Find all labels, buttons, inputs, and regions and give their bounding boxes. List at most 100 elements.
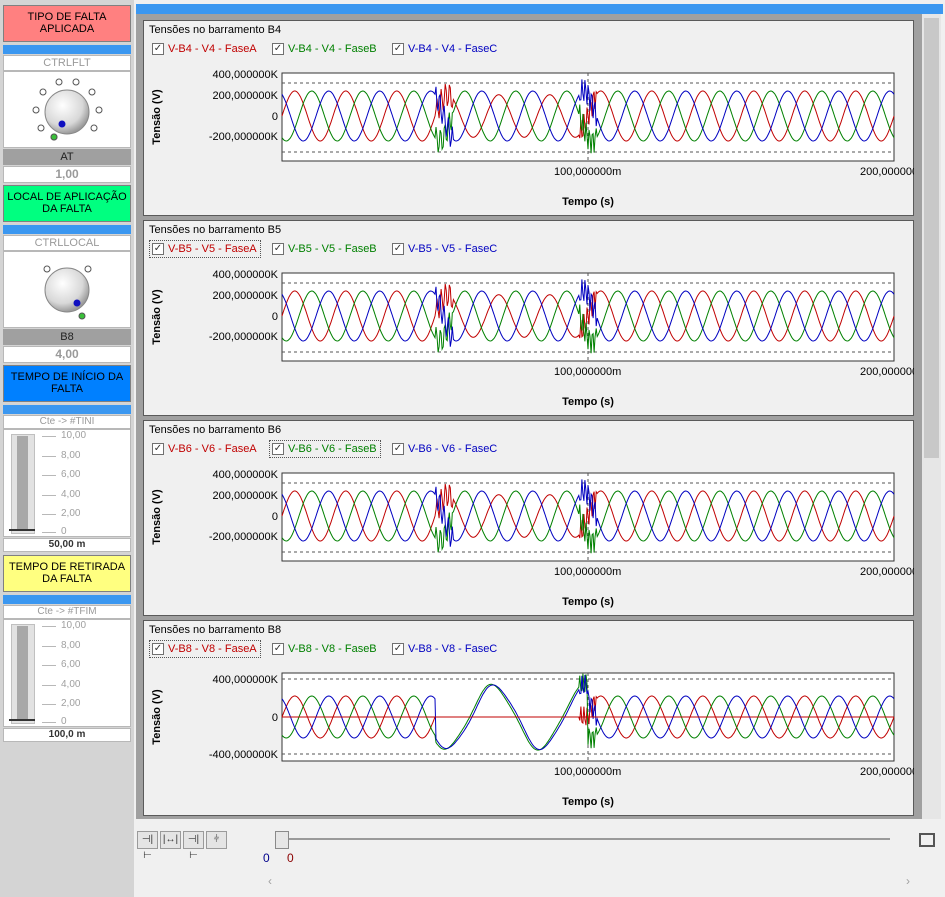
legend-checkbox[interactable]: ✓ <box>392 243 404 255</box>
legend-label: V-B8 - V8 - FaseB <box>288 643 377 655</box>
ctrlflt-knob-box <box>3 71 131 148</box>
tini-tick: 10,00 <box>61 430 87 441</box>
y-tick-label: 400,000000K <box>213 69 279 81</box>
window-toggle-icon[interactable] <box>919 833 935 847</box>
y-axis-label: Tensão (V) <box>151 689 163 745</box>
y-tick-label: 0 <box>272 511 278 523</box>
tfim-tick: 0 <box>61 716 67 727</box>
tfim-tick: 6,00 <box>61 659 81 670</box>
y-tick-label: 0 <box>272 311 278 323</box>
legend-item[interactable]: ✓ V-B5 - V5 - FaseB <box>269 240 381 258</box>
plot-panel: Tensões no barramento B6 ✓ V-B6 - V6 - Fas… <box>143 420 914 616</box>
ctrlflt-knob-icon[interactable] <box>4 72 130 147</box>
plots-container: Tensões no barramento B4 ✓ V-B4 - V4 - Fas… <box>136 14 922 819</box>
legend-item[interactable]: ✓ V-B4 - V4 - FaseB <box>269 40 381 58</box>
tfim-slider[interactable]: 10,00 8,00 6,00 4,00 2,00 0 <box>3 619 131 727</box>
fault-location-button[interactable]: LOCAL DE APLICAÇÃO DA FALTA <box>3 185 131 222</box>
voltage-plot[interactable]: 400,000000K 0 -400,000000K 100,000000m 200,0… <box>144 621 914 815</box>
legend-checkbox[interactable]: ✓ <box>392 643 404 655</box>
voltage-plot[interactable]: 400,000000K 200,000000K 0 -200,000000K 100,0… <box>144 21 914 215</box>
series-line <box>281 674 895 751</box>
fault-end-button[interactable]: TEMPO DE RETIRADA DA FALTA <box>3 555 131 592</box>
legend-checkbox[interactable]: ✓ <box>152 443 164 455</box>
tini-tick: 0 <box>61 526 67 537</box>
zoom-out-x-button[interactable]: ⊣|⊢ <box>183 831 204 861</box>
voltage-plot[interactable]: 400,000000K 200,000000K 0 -200,000000K 100,0… <box>144 221 914 415</box>
fault-start-button[interactable]: TEMPO DE INÍCIO DA FALTA <box>3 365 131 402</box>
tini-slider-handle[interactable] <box>9 529 35 531</box>
voltage-plot[interactable]: 400,000000K 200,000000K 0 -200,000000K 100,0… <box>144 421 914 615</box>
legend-item[interactable]: ✓ V-B6 - V6 - FaseC <box>389 440 501 458</box>
legend-item[interactable]: ✓ V-B6 - V6 - FaseB <box>269 440 381 458</box>
tfim-title: Cte -> #TFIM <box>3 605 131 619</box>
legend-item[interactable]: ✓ V-B5 - V5 - FaseC <box>389 240 501 258</box>
plot-panel: Tensões no barramento B8 ✓ V-B8 - V8 - Fas… <box>143 620 914 816</box>
legend-checkbox[interactable]: ✓ <box>272 643 284 655</box>
scroll-right-icon[interactable]: › <box>906 874 910 888</box>
fault-start-bar <box>3 405 131 414</box>
series-line <box>281 283 895 342</box>
legend-label: V-B4 - V4 - FaseA <box>168 43 257 55</box>
legend-item[interactable]: ✓ V-B8 - V8 - FaseC <box>389 640 501 658</box>
tfim-value: 100,0 m <box>3 728 131 742</box>
series-line <box>281 673 895 751</box>
y-tick-label: 200,000000K <box>213 90 279 102</box>
legend-label: V-B6 - V6 - FaseC <box>408 443 498 455</box>
zoom-x-button[interactable]: ⊣|⊢ <box>137 831 158 861</box>
scroll-left-icon[interactable]: ‹ <box>268 874 272 888</box>
fault-type-bar <box>3 45 131 54</box>
y-tick-label: 400,000000K <box>213 269 279 281</box>
y-tick-label: 0 <box>272 111 278 123</box>
series-line <box>281 79 895 147</box>
tfim-slider-handle[interactable] <box>9 719 35 721</box>
legend-checkbox[interactable]: ✓ <box>272 243 284 255</box>
y-axis-label: Tensão (V) <box>151 89 163 145</box>
time-slider-thumb[interactable] <box>275 831 289 849</box>
x-tick-label: 100,000000m <box>554 366 621 378</box>
y-tick-label: 0 <box>272 712 278 724</box>
tini-tick: 4,00 <box>61 489 81 500</box>
legend-item[interactable]: ✓ V-B5 - V5 - FaseA <box>149 240 261 258</box>
x-tick-label: 200,000000m <box>860 766 914 778</box>
tini-title: Cte -> #TINI <box>3 415 131 429</box>
legend-checkbox[interactable]: ✓ <box>152 243 164 255</box>
legend-checkbox[interactable]: ✓ <box>392 43 404 55</box>
tini-value: 50,00 m <box>3 538 131 552</box>
tini-slider[interactable]: 10,00 8,00 6,00 4,00 2,00 0 <box>3 429 131 537</box>
y-tick-label: 200,000000K <box>213 290 279 302</box>
legend-label: V-B5 - V5 - FaseC <box>408 243 498 255</box>
cursor-button[interactable]: ⫩ <box>206 831 227 849</box>
slider-left-value: 0 <box>263 851 270 865</box>
tini-slider-fill <box>17 436 28 530</box>
legend-checkbox[interactable]: ✓ <box>152 43 164 55</box>
legend-item[interactable]: ✓ V-B4 - V4 - FaseC <box>389 40 501 58</box>
legend-checkbox[interactable]: ✓ <box>272 443 284 455</box>
top-accent-bar <box>136 4 943 14</box>
legend-checkbox[interactable]: ✓ <box>392 443 404 455</box>
x-axis-label: Tempo (s) <box>562 596 614 608</box>
y-tick-label: 400,000000K <box>213 469 279 481</box>
tfim-tick: 4,00 <box>61 679 81 690</box>
ctrllocal-title: CTRLLOCAL <box>3 235 131 251</box>
legend-label: V-B8 - V8 - FaseC <box>408 643 498 655</box>
legend-item[interactable]: ✓ V-B4 - V4 - FaseA <box>149 40 261 58</box>
time-slider-track[interactable] <box>284 838 890 840</box>
legend-item[interactable]: ✓ V-B6 - V6 - FaseA <box>149 440 261 458</box>
legend-checkbox[interactable]: ✓ <box>152 643 164 655</box>
fault-type-button[interactable]: TIPO DE FALTA APLICADA <box>3 5 131 42</box>
legend-label: V-B5 - V5 - FaseB <box>288 243 377 255</box>
ctrllocal-knob-icon[interactable] <box>4 252 130 327</box>
series-line <box>281 279 895 347</box>
fit-x-button[interactable]: |↔| <box>160 831 181 849</box>
legend-checkbox[interactable]: ✓ <box>272 43 284 55</box>
legend-label: V-B6 - V6 - FaseA <box>168 443 257 455</box>
x-axis-label: Tempo (s) <box>562 796 614 808</box>
legend-item[interactable]: ✓ V-B8 - V8 - FaseA <box>149 640 261 658</box>
horizontal-scrollbar[interactable]: ‹ › <box>262 873 916 891</box>
vertical-scrollbar[interactable] <box>922 14 941 819</box>
vertical-scroll-thumb[interactable] <box>924 18 939 458</box>
legend-item[interactable]: ✓ V-B8 - V8 - FaseB <box>269 640 381 658</box>
y-axis-label: Tensão (V) <box>151 289 163 345</box>
plot-panel: Tensões no barramento B5 ✓ V-B5 - V5 - Fas… <box>143 220 914 416</box>
tini-tick: 2,00 <box>61 508 81 519</box>
